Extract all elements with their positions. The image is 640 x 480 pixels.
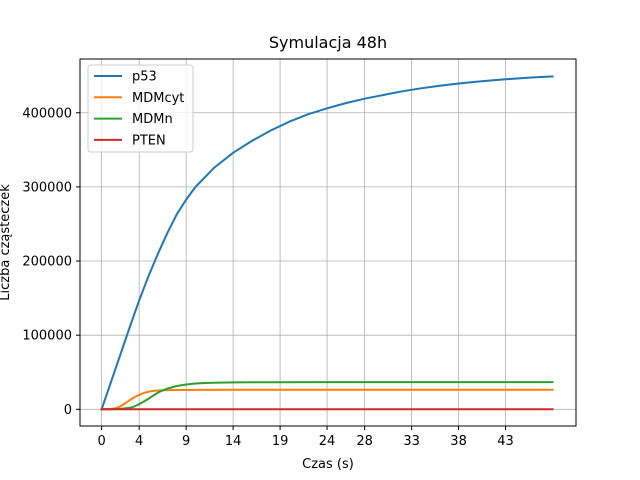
y-tick-label: 300000 <box>22 180 72 195</box>
series-line-p53 <box>100 75 554 411</box>
series-line-mdmcyt <box>100 388 554 411</box>
y-tick-label: 100000 <box>22 329 72 344</box>
axis-ticks: 0 4 9 14 19 24 28 33 38 43 0 100000 200000 300000 4000… <box>22 106 513 449</box>
y-axis-label: Liczba cząsteczek <box>0 184 13 301</box>
x-tick-label: 9 <box>182 434 190 449</box>
legend-label-p53: p53 <box>132 70 157 85</box>
plot-lines <box>100 75 554 411</box>
x-tick-label: 0 <box>97 434 105 449</box>
x-tick-label: 4 <box>135 434 143 449</box>
y-tick-label: 0 <box>64 403 72 418</box>
chart-title: Symulacja 48h <box>269 33 387 52</box>
x-tick-label: 43 <box>497 434 514 449</box>
y-tick-label: 400000 <box>22 106 72 121</box>
x-tick-label: 28 <box>356 434 373 449</box>
legend-label-mdmcyt: MDMcyt <box>132 91 184 106</box>
x-axis-label: Czas (s) <box>302 457 354 472</box>
x-tick-label: 19 <box>272 434 289 449</box>
legend-label-pten: PTEN <box>132 133 166 148</box>
legend: p53 MDMcyt MDMn PTEN <box>87 64 194 153</box>
x-tick-label: 14 <box>225 434 242 449</box>
legend-box <box>87 64 194 153</box>
x-tick-label: 24 <box>319 434 336 449</box>
legend-label-mdmn: MDMn <box>132 112 173 127</box>
x-tick-label: 33 <box>403 434 420 449</box>
y-tick-label: 200000 <box>22 255 72 270</box>
series-line-mdmn <box>100 381 554 411</box>
axes-frame <box>79 58 577 427</box>
x-tick-label: 38 <box>450 434 467 449</box>
